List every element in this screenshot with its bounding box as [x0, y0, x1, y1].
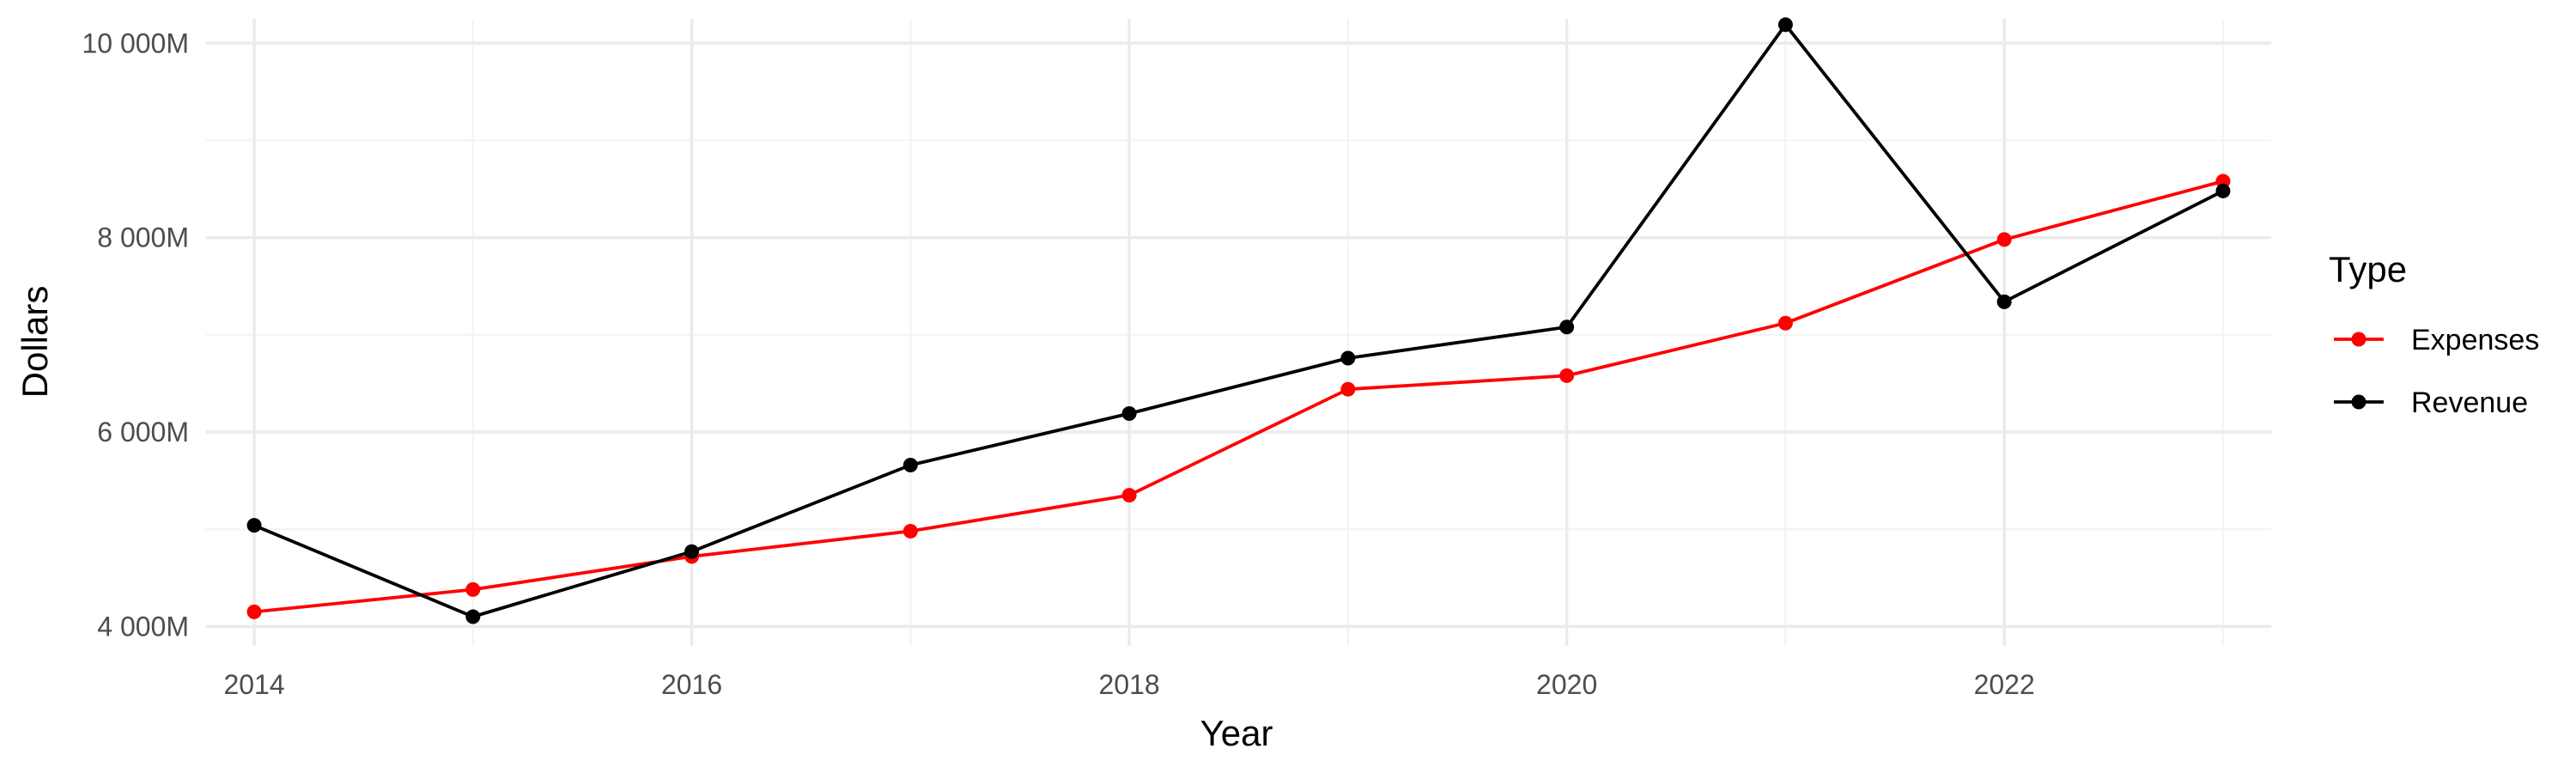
data-point-revenue-2016: [684, 544, 700, 559]
x-axis-ticks: 2014 2016 2018 2020 2022: [223, 669, 2034, 700]
y-tick-label: 8 000M: [97, 222, 189, 253]
legend-key-point-revenue: [2351, 394, 2366, 410]
legend: Type Expenses Revenue: [2329, 249, 2539, 419]
data-point-revenue-2018: [1121, 406, 1137, 422]
x-axis-title: Year: [1200, 713, 1273, 753]
series-revenue: [246, 17, 2231, 624]
data-point-expenses-2020: [1559, 368, 1575, 383]
y-axis-ticks: 4 000M 6 000M 8 000M 10 000M: [82, 27, 189, 642]
grid-layer: [206, 19, 2271, 646]
data-point-revenue-2014: [246, 518, 262, 533]
legend-items: Expenses Revenue: [2334, 324, 2539, 419]
x-tick-label: 2020: [1536, 669, 1597, 700]
data-point-expenses-2014: [246, 604, 262, 619]
x-tick-label: 2014: [223, 669, 284, 700]
legend-title: Type: [2329, 249, 2407, 289]
data-point-revenue-2017: [902, 457, 918, 472]
y-tick-label: 6 000M: [97, 417, 189, 447]
series-line-expenses: [253, 180, 2224, 614]
data-point-expenses-2015: [465, 581, 481, 597]
legend-item-expenses: Expenses: [2334, 324, 2539, 356]
data-point-expenses-2017: [902, 523, 918, 539]
y-axis-title: Dollars: [15, 286, 55, 399]
series-line-revenue: [253, 22, 2224, 618]
x-tick-label: 2022: [1974, 669, 2035, 700]
data-point-revenue-2021: [1777, 17, 1793, 33]
data-point-expenses-2018: [1121, 488, 1137, 503]
y-tick-label: 4 000M: [97, 611, 189, 642]
y-tick-label: 10 000M: [82, 27, 189, 58]
legend-label-expenses: Expenses: [2411, 324, 2539, 356]
legend-item-revenue: Revenue: [2334, 386, 2528, 419]
data-point-expenses-2022: [1996, 232, 2012, 247]
legend-label-revenue: Revenue: [2411, 386, 2528, 419]
legend-key-point-expenses: [2351, 332, 2366, 347]
data-point-revenue-2020: [1559, 320, 1575, 335]
x-tick-label: 2016: [661, 669, 722, 700]
data-point-expenses-2021: [1777, 315, 1793, 331]
data-point-revenue-2019: [1340, 350, 1356, 366]
series-layer: [246, 17, 2231, 624]
data-point-expenses-2019: [1340, 381, 1356, 397]
data-point-revenue-2015: [465, 609, 481, 624]
x-tick-label: 2018: [1099, 669, 1160, 700]
series-expenses: [246, 173, 2231, 619]
data-point-revenue-2022: [1996, 294, 2012, 309]
data-point-revenue-2023: [2215, 183, 2231, 198]
